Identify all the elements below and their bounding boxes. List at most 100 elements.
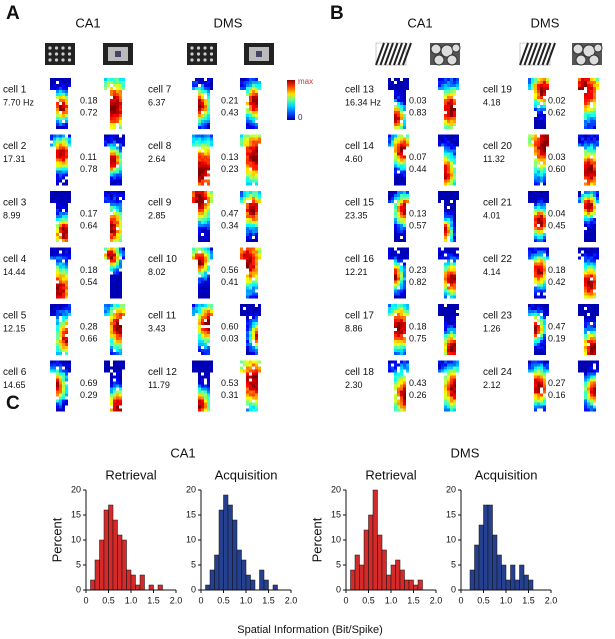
- rate-map-pixel: [68, 137, 71, 141]
- rate-map-pixel: [59, 218, 62, 221]
- rate-map-pixel: [249, 390, 252, 394]
- rate-map-pixel: [593, 325, 596, 328]
- rate-map-pixel: [65, 289, 68, 293]
- rate-map-pixel: [56, 292, 59, 296]
- rate-map-pixel: [540, 233, 543, 236]
- rate-map-pixel: [537, 158, 540, 162]
- rate-map-pixel: [388, 313, 391, 316]
- rate-map-pixel: [65, 271, 68, 275]
- rate-map-pixel: [258, 84, 261, 87]
- rate-map-pixel: [444, 310, 447, 313]
- rate-map-pixel: [590, 173, 593, 177]
- rate-map-pixel: [534, 194, 537, 197]
- rate-map-pixel: [59, 140, 62, 144]
- rate-map-pixel: [59, 352, 62, 355]
- rate-map-pixel: [252, 102, 255, 105]
- rate-map-pixel: [590, 289, 593, 293]
- rate-map-pixel: [119, 212, 122, 215]
- y-tick-label: 5: [336, 559, 341, 569]
- rate-map-pixel: [249, 81, 252, 84]
- maze-dot: [196, 58, 201, 62]
- rate-map-pixel: [453, 176, 456, 180]
- rate-map-pixel: [537, 209, 540, 212]
- rate-map-pixel: [65, 209, 68, 212]
- rate-map-pixel: [201, 289, 204, 293]
- rate-map-pixel: [119, 277, 122, 281]
- rate-map-pixel: [450, 334, 453, 337]
- rate-map-pixel: [56, 233, 59, 236]
- rate-map-pixel: [252, 295, 255, 299]
- rate-map-pixel: [447, 179, 450, 183]
- rate-map-pixel: [578, 360, 581, 364]
- rate-map-pixel: [400, 215, 403, 218]
- rate-map-pixel: [590, 337, 593, 340]
- rate-map-pixel: [450, 402, 453, 406]
- rate-map-pixel: [447, 173, 450, 177]
- rate-map-pixel: [246, 402, 249, 406]
- rate-map-pixel: [453, 369, 456, 373]
- rate-map-pixel: [537, 343, 540, 346]
- rate-map-pixel: [447, 372, 450, 376]
- rate-map-pixel: [447, 316, 450, 319]
- rate-map-pixel: [104, 307, 107, 310]
- rate-map-pixel: [593, 140, 596, 144]
- rate-map-pixel: [249, 384, 252, 388]
- rate-map-pixel: [537, 363, 540, 367]
- rate-map-pixel: [590, 408, 593, 412]
- rate-map-pixel: [593, 161, 596, 165]
- rate-map-pixel: [122, 313, 125, 316]
- rate-map-pixel: [246, 111, 249, 114]
- rate-map-pixel: [581, 304, 584, 307]
- rate-map-pixel: [255, 123, 258, 126]
- rate-map-pixel: [252, 93, 255, 96]
- rate-map-pixel: [56, 265, 59, 269]
- rate-map-pixel: [596, 256, 599, 260]
- rate-map-pixel: [204, 161, 207, 165]
- rate-map-pixel: [104, 81, 107, 84]
- rate-map-pixel: [394, 352, 397, 355]
- rate-map-pixel: [397, 313, 400, 316]
- rate-map-pixel: [207, 152, 210, 156]
- rate-map-pixel: [249, 152, 252, 156]
- rate-map-pixel: [119, 340, 122, 343]
- rate-map-pixel: [201, 331, 204, 334]
- rate-map-pixel: [255, 96, 258, 99]
- rate-map-pixel: [204, 247, 207, 251]
- rate-map-pixel: [400, 134, 403, 138]
- rate-map-pixel: [444, 360, 447, 364]
- rate-map-pixel: [450, 176, 453, 180]
- rate-map-pixel: [210, 313, 213, 316]
- rate-map-pixel: [590, 140, 593, 144]
- rate-map-pixel: [447, 378, 450, 382]
- rate-map-pixel: [243, 369, 246, 373]
- rate-map-pixel: [403, 405, 406, 409]
- rate-map-pixel: [590, 81, 593, 84]
- rate-map-pixel: [543, 170, 546, 174]
- group-title: DMS: [451, 445, 480, 460]
- rate-map-pixel: [210, 253, 213, 257]
- rate-map-pixel: [447, 292, 450, 296]
- rate-map-pixel: [531, 200, 534, 203]
- rate-map-pixel: [453, 304, 456, 307]
- rate-map-pixel: [68, 194, 71, 197]
- rate-map-pixel: [246, 194, 249, 197]
- rate-map-pixel: [531, 310, 534, 313]
- rate-map-pixel: [531, 78, 534, 81]
- rate-map-pixel: [110, 93, 113, 96]
- rate-map-pixel: [210, 194, 213, 197]
- rate-map-pixel: [240, 197, 243, 200]
- rate-map-pixel: [201, 256, 204, 260]
- y-tick-label: 0: [191, 584, 196, 594]
- rate-map-pixel: [543, 155, 546, 159]
- rate-map-pixel: [400, 96, 403, 99]
- rate-map-pixel: [56, 346, 59, 349]
- rate-map-pixel: [400, 343, 403, 346]
- rate-map-pixel: [246, 81, 249, 84]
- rate-map-pixel: [528, 143, 531, 147]
- rate-map-pixel: [207, 143, 210, 147]
- rate-map-pixel: [537, 78, 540, 81]
- rate-map-pixel: [534, 268, 537, 272]
- rate-map-pixel: [119, 81, 122, 84]
- rate-map-pixel: [198, 396, 201, 400]
- rate-map-pixel: [543, 105, 546, 108]
